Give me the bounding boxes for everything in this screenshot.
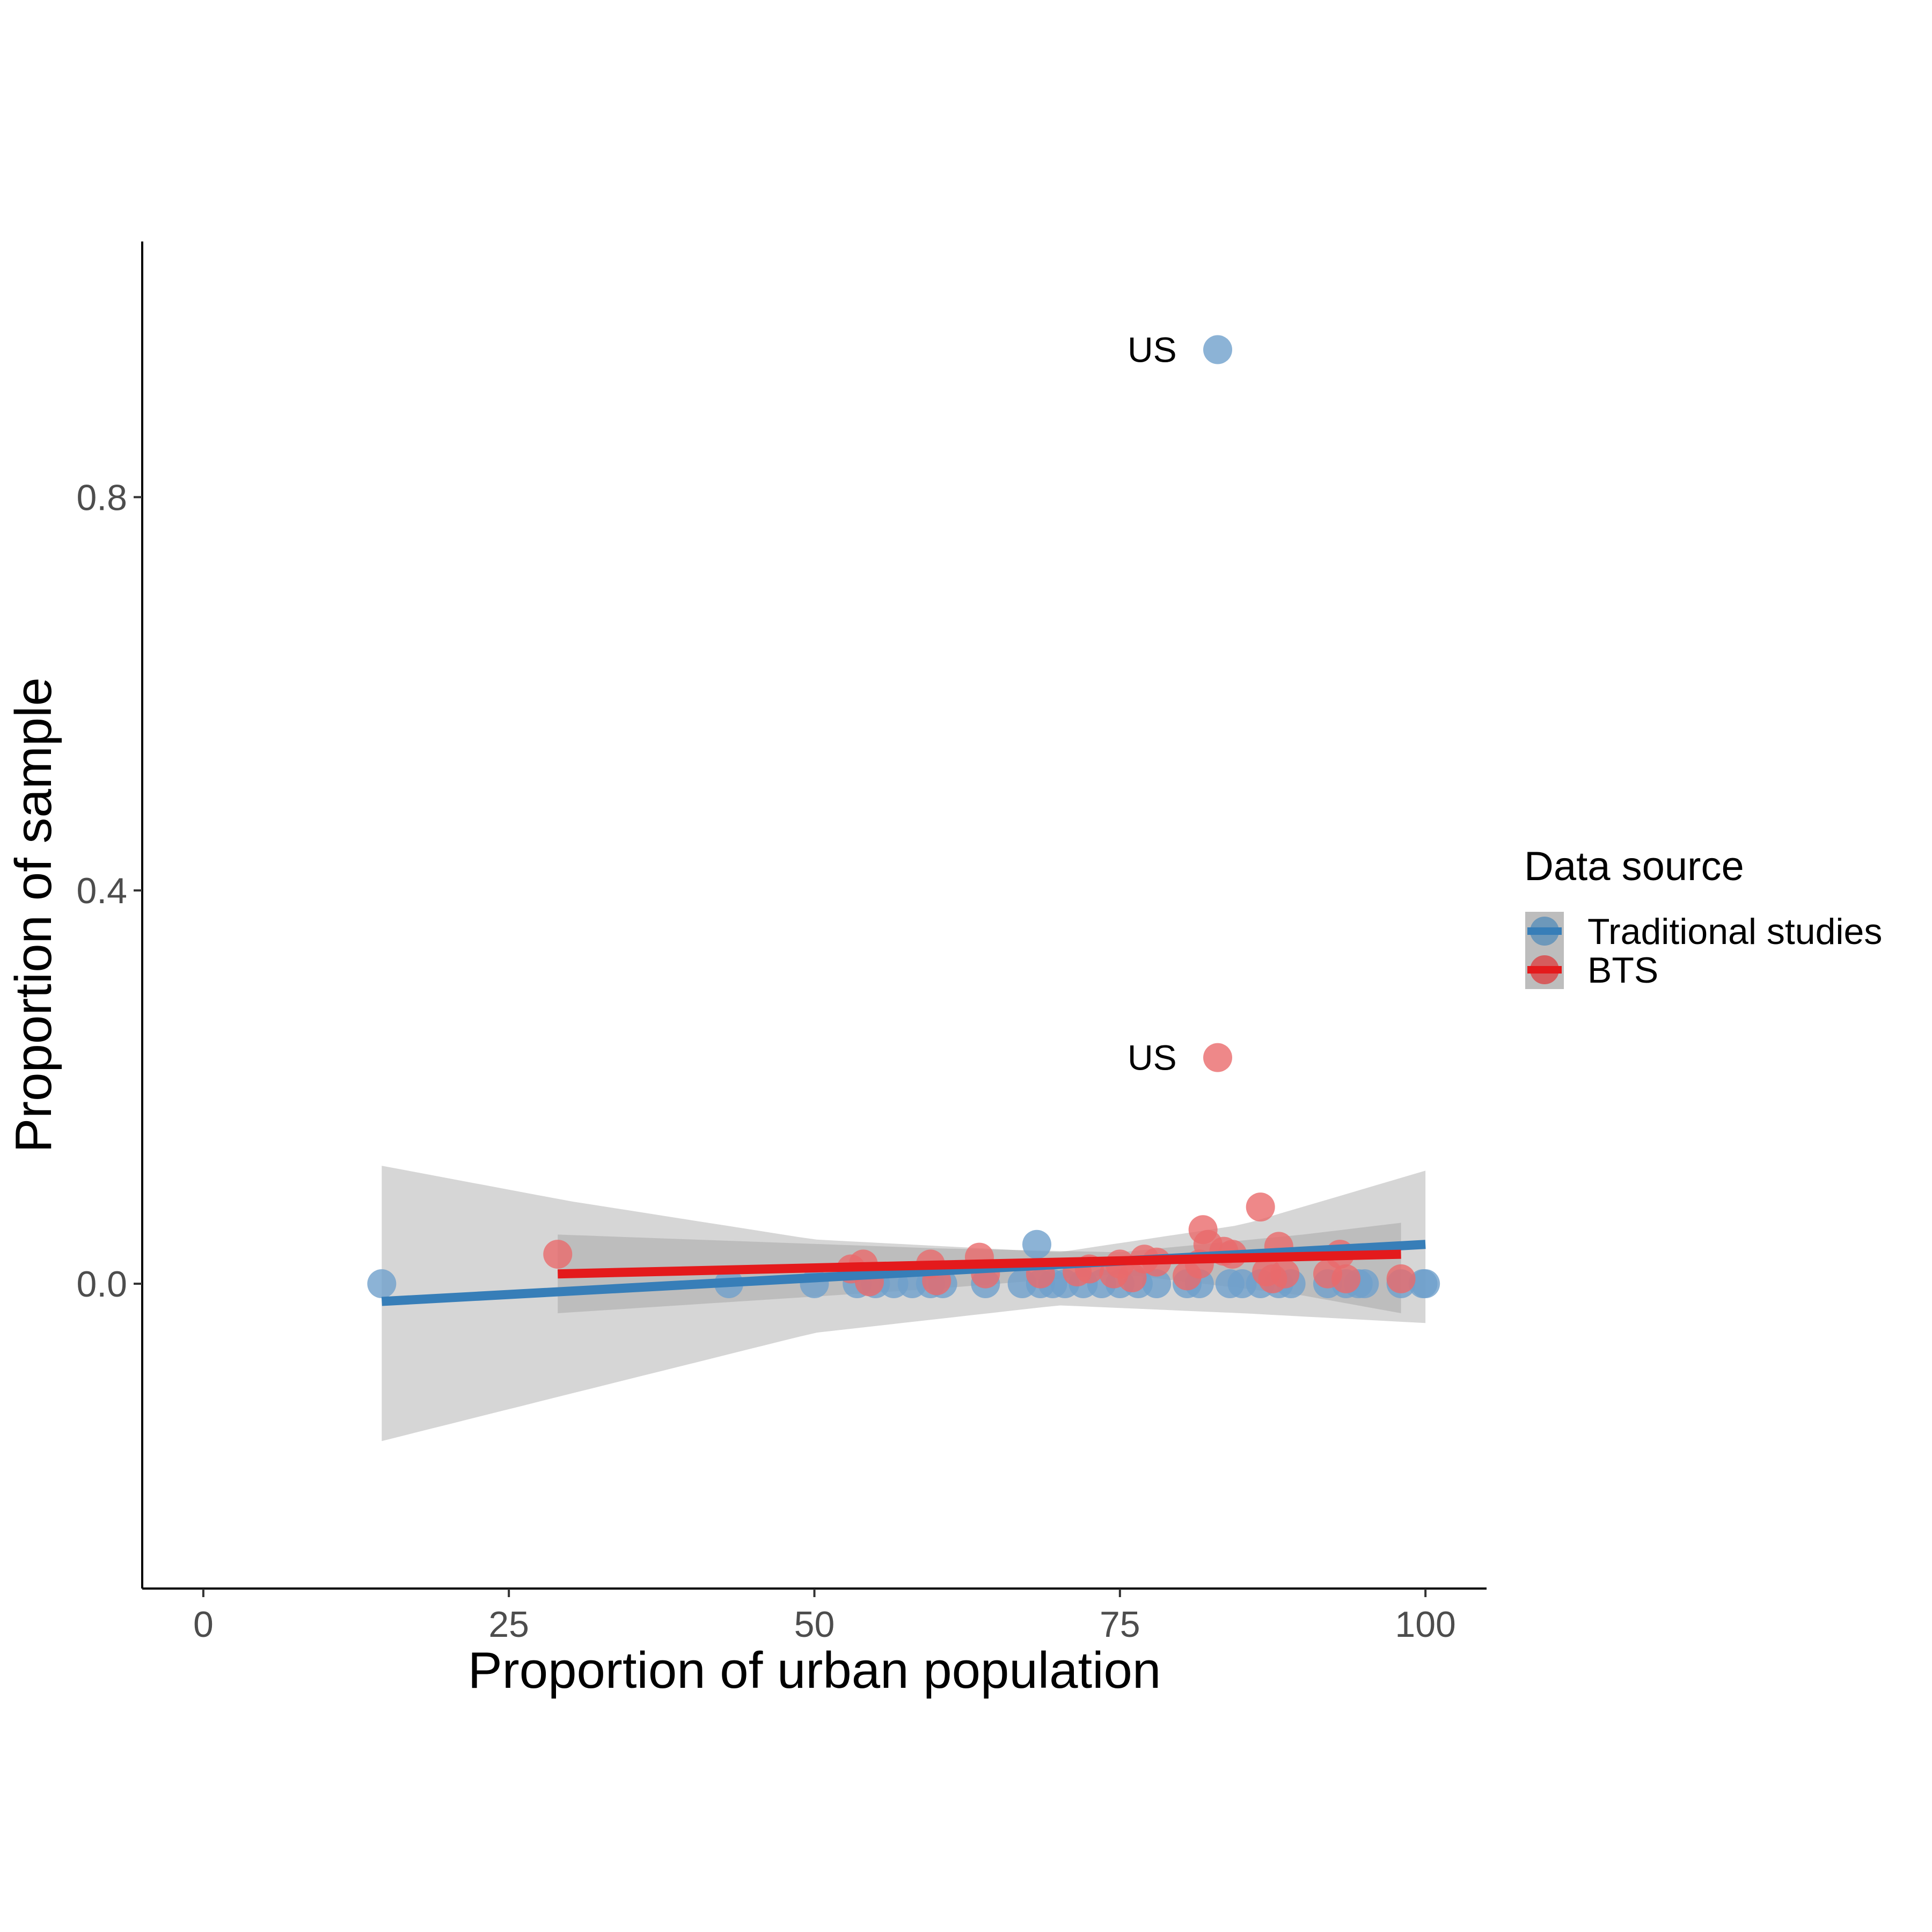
y-axis-ticks: 0.0 0.4 0.8 xyxy=(76,477,142,1305)
y-axis-title: Proportion of sample xyxy=(5,677,62,1153)
data-point-bts xyxy=(1270,1259,1300,1289)
data-points xyxy=(367,335,1440,1299)
data-point-bts xyxy=(1203,1043,1232,1072)
x-axis-title: Proportion of urban population xyxy=(468,1642,1161,1699)
x-axis-ticks: 0 25 50 75 100 xyxy=(193,1589,1456,1645)
data-point-bts xyxy=(1246,1192,1275,1222)
axes: 0 25 50 75 100 0.0 0.4 0.8 xyxy=(76,241,1487,1645)
data-point-traditional xyxy=(367,1269,397,1299)
y-tick-label: 0.4 xyxy=(76,870,127,911)
legend-label: BTS xyxy=(1587,950,1658,991)
legend-label: Traditional studies xyxy=(1587,911,1882,952)
x-tick-label: 25 xyxy=(488,1604,529,1645)
x-tick-label: 75 xyxy=(1100,1604,1140,1645)
annotations: US US xyxy=(1128,330,1177,1078)
x-tick-label: 0 xyxy=(193,1604,214,1645)
regression-lines xyxy=(381,1240,1426,1306)
legend-title: Data source xyxy=(1524,844,1744,889)
annotation-label: US xyxy=(1128,330,1177,370)
annotation-label: US xyxy=(1128,1038,1177,1078)
x-tick-label: 50 xyxy=(794,1604,835,1645)
data-point-bts xyxy=(1331,1264,1361,1293)
data-point-traditional xyxy=(1142,1269,1172,1299)
regression-line-bts xyxy=(558,1249,1401,1279)
x-tick-label: 100 xyxy=(1395,1604,1455,1645)
data-point-bts xyxy=(543,1240,573,1269)
y-tick-label: 0.8 xyxy=(76,477,127,518)
data-point-bts xyxy=(1386,1264,1416,1293)
data-point-traditional xyxy=(1022,1230,1051,1259)
data-point-traditional xyxy=(1203,335,1232,364)
confidence-band-traditional xyxy=(382,1166,1426,1441)
data-point-traditional xyxy=(1411,1269,1440,1299)
y-tick-label: 0.0 xyxy=(76,1264,127,1305)
